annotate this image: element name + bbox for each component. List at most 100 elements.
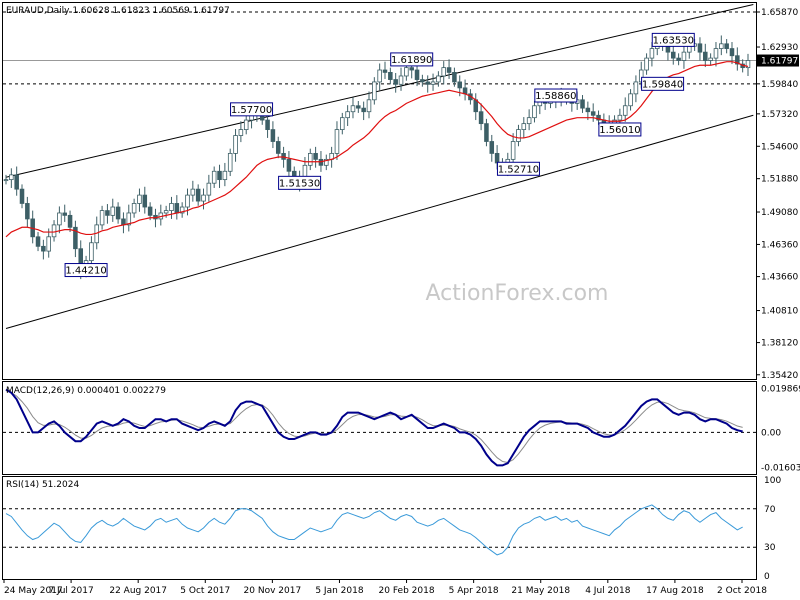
candle-body xyxy=(137,194,142,204)
candle-body xyxy=(724,43,729,49)
candle-body xyxy=(3,179,9,182)
candle-body xyxy=(681,51,687,61)
candle-body xyxy=(713,48,719,59)
callout-box xyxy=(64,263,108,278)
price-tick-label: 1.46360 xyxy=(761,240,798,250)
candle-body xyxy=(190,188,196,196)
candle-body xyxy=(19,188,25,204)
macd-title: MACD(12,26,9) 0.000401 0.002279 xyxy=(6,386,166,396)
candle-body xyxy=(46,236,51,252)
date-tick-label: 17 Aug 2018 xyxy=(646,586,704,596)
macd-tick-label: -0.01603 xyxy=(761,464,800,474)
candle-body xyxy=(126,212,132,226)
price-tick-label: 1.43660 xyxy=(761,273,798,283)
candle-body xyxy=(206,182,212,196)
candle-body xyxy=(697,43,703,53)
candle-body xyxy=(233,135,238,154)
candle-body xyxy=(409,67,414,71)
channel-lower-line xyxy=(5,114,754,330)
rsi-tick-label: 0 xyxy=(764,572,770,582)
callout-label: 1.44210 xyxy=(65,266,106,277)
rsi-title: RSI(14) 51.2024 xyxy=(6,480,79,490)
candle-body xyxy=(703,51,708,61)
callout-label: 1.56010 xyxy=(599,125,640,136)
candle-body xyxy=(163,210,169,214)
candle-body xyxy=(67,214,73,228)
price-tick-label: 1.49080 xyxy=(761,208,798,218)
candle-body xyxy=(457,81,463,89)
candle-body xyxy=(105,210,110,216)
candle-body xyxy=(420,79,425,83)
candle-body xyxy=(110,206,116,216)
current-price-tag xyxy=(757,54,799,67)
price-tick-label: 1.65870 xyxy=(761,8,798,18)
candle-body xyxy=(484,123,489,142)
candle-body xyxy=(719,43,724,49)
date-tick-label: 5 Jan 2018 xyxy=(315,586,363,596)
price-callout: 1.56010 xyxy=(598,122,642,137)
date-tick-label: 5 Apr 2018 xyxy=(449,586,499,596)
price-tick-label: 1.54600 xyxy=(761,142,798,152)
candle-body xyxy=(729,48,735,57)
candle-body xyxy=(446,67,452,73)
candle-body xyxy=(270,129,276,142)
price-tick-label: 1.35420 xyxy=(761,371,798,381)
price-tick-label: 1.38120 xyxy=(761,339,798,349)
candle-body xyxy=(382,69,388,73)
date-tick-label: 21 May 2018 xyxy=(511,586,570,596)
date-tick-label: 5 Oct 2017 xyxy=(180,586,230,596)
candle-body xyxy=(366,99,372,113)
price-callout: 1.61890 xyxy=(390,52,434,67)
callout-box xyxy=(496,161,540,176)
macd-tick-label: 0.00 xyxy=(761,428,781,438)
macd-tick-label: 0.019869 xyxy=(761,385,800,395)
rsi-line xyxy=(5,504,743,556)
date-tick-label: 4 Jul 2018 xyxy=(585,586,630,596)
date-tick-label: 7 Jul 2017 xyxy=(48,586,93,596)
candle-body xyxy=(649,48,655,59)
candle-body xyxy=(89,242,94,262)
candle-body xyxy=(430,81,436,85)
candle-body xyxy=(478,111,484,125)
watermark: ActionForex.com xyxy=(426,281,609,306)
candle-body xyxy=(243,119,249,130)
candle-body xyxy=(275,141,281,154)
callout-box xyxy=(534,88,578,103)
candle-body xyxy=(73,226,78,250)
candle-body xyxy=(735,55,740,65)
candle-body xyxy=(227,153,233,172)
candle-body xyxy=(617,114,623,121)
rsi-tick-label: 30 xyxy=(764,543,776,553)
candle-body xyxy=(388,72,393,80)
price-callout: 1.63530 xyxy=(651,32,695,47)
candle-body xyxy=(35,236,41,247)
date-tick-label: 24 May 2017 xyxy=(4,586,63,596)
price-callout: 1.51530 xyxy=(278,175,322,190)
candle-body xyxy=(585,107,591,113)
candle-body xyxy=(622,105,628,116)
candle-body xyxy=(356,105,361,109)
callout-box xyxy=(641,76,685,91)
date-tick-label: 20 Feb 2018 xyxy=(379,586,435,596)
candle-body xyxy=(745,60,751,69)
callout-box xyxy=(278,175,322,190)
price-callout: 1.44210 xyxy=(64,263,108,278)
candle-body xyxy=(494,153,500,164)
candle-body xyxy=(238,129,244,136)
candle-body xyxy=(350,105,356,113)
price-tick-label: 1.57320 xyxy=(761,110,798,120)
candle-body xyxy=(489,141,495,154)
rsi-panel xyxy=(2,476,757,580)
moving-average-line xyxy=(5,61,749,238)
macd-panel xyxy=(2,381,757,475)
candle-body xyxy=(404,67,409,77)
candle-body xyxy=(590,111,596,116)
rsi-tick-label: 70 xyxy=(764,505,776,515)
candle-body xyxy=(452,72,457,83)
callout-box xyxy=(651,32,695,47)
date-tick-label: 2 Oct 2018 xyxy=(717,586,767,596)
candle-body xyxy=(414,69,420,80)
candle-body xyxy=(195,188,201,202)
callout-box xyxy=(598,122,642,137)
